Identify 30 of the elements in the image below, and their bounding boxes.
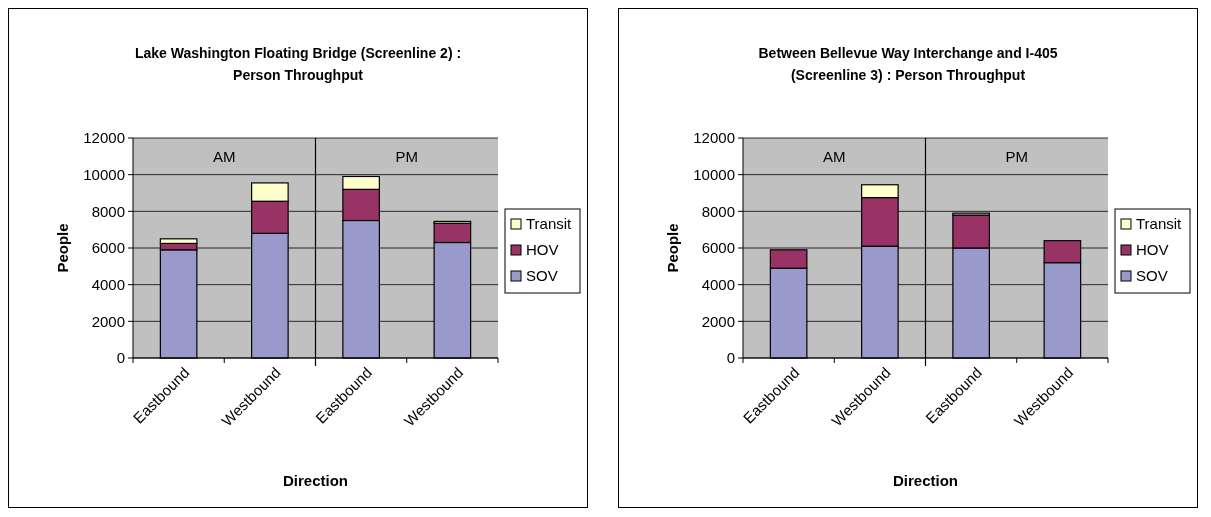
legend-label: SOV <box>526 267 558 285</box>
chart-title: Lake Washington Floating Bridge (Screenline 2) : Person Throughput <box>134 45 462 83</box>
y-tick-label: 4000 <box>701 275 735 293</box>
y-tick-label: 8000 <box>701 202 735 220</box>
y-tick-label: 0 <box>116 349 125 367</box>
legend-label: Transit <box>526 215 573 233</box>
legend-label: HOV <box>1136 241 1169 259</box>
y-tick-label: 4000 <box>91 275 125 293</box>
annotation: AM <box>823 148 846 165</box>
chart-title: Between Bellevue Way Interchange and I-405 (Screenline 3) : Person Throughput <box>758 45 1058 83</box>
y-tick-label: 6000 <box>701 239 735 257</box>
annotation: PM <box>395 148 418 165</box>
x-axis-title: Direction <box>892 472 959 489</box>
legend-label: SOV <box>1136 267 1168 285</box>
annotation: AM <box>213 148 236 165</box>
y-tick-label: 8000 <box>91 202 125 220</box>
y-tick-label: 12000 <box>693 129 735 147</box>
y-axis-title: People <box>664 223 681 273</box>
y-tick-label: 0 <box>726 349 735 367</box>
x-axis-title: Direction <box>282 472 349 489</box>
y-tick-label: 2000 <box>701 312 735 330</box>
annotation: PM <box>1005 148 1028 165</box>
y-tick-label: 2000 <box>91 312 125 330</box>
y-axis-title: People <box>54 223 71 273</box>
y-tick-label: 10000 <box>83 165 125 183</box>
legend-label: HOV <box>526 241 559 259</box>
y-tick-label: 12000 <box>83 129 125 147</box>
legend-label: Transit <box>1136 215 1183 233</box>
y-tick-label: 10000 <box>693 165 735 183</box>
y-tick-label: 6000 <box>91 239 125 257</box>
